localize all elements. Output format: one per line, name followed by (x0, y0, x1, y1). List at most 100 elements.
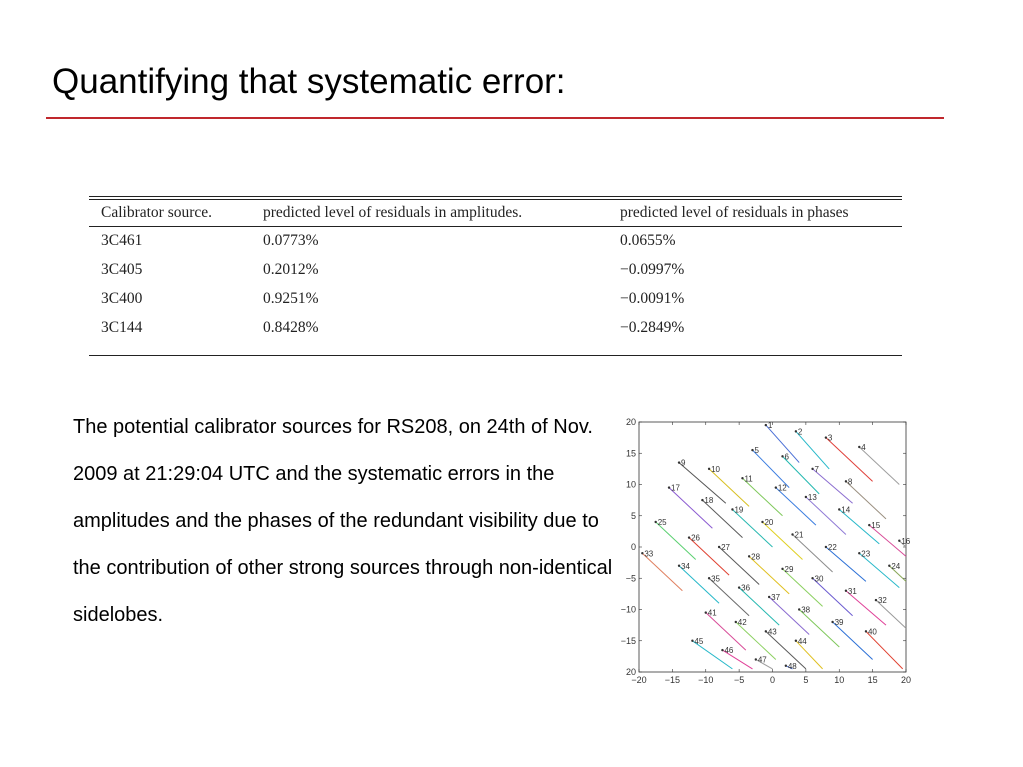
header-phase-residuals: predicted level of residuals in phases (608, 199, 902, 227)
source-label-39: 39 (835, 618, 844, 627)
slide-description: The potential calibrator sources for RS2… (73, 416, 613, 626)
cell-phase: −0.0997% (620, 261, 685, 278)
source-label-41: 41 (708, 609, 717, 618)
cell-phase: −0.0091% (620, 290, 685, 307)
series-line-25 (655, 521, 697, 560)
y-tick-label: −10 (621, 605, 636, 615)
series-line-42 (735, 621, 777, 660)
table-row: 3C461 0.0773% 0.0655% (89, 227, 902, 257)
residuals-table-container: Calibrator source. predicted level of re… (89, 196, 902, 356)
y-tick-label: 10 (626, 480, 636, 490)
source-point-36 (737, 586, 741, 589)
source-point-40 (864, 630, 868, 633)
series-line-35 (708, 577, 750, 617)
series-line-47 (755, 659, 773, 670)
source-label-1: 1 (768, 421, 773, 430)
source-point-24 (888, 564, 891, 567)
series-line-29 (782, 568, 823, 607)
source-point-5 (751, 448, 754, 452)
source-point-25 (654, 520, 657, 524)
source-label-23: 23 (861, 549, 870, 558)
cell-source: 3C461 (101, 232, 143, 249)
source-label-36: 36 (741, 584, 750, 593)
cell-amplitude: 0.0773% (263, 232, 319, 249)
series-line-13 (805, 496, 847, 535)
series-line-18 (702, 499, 743, 538)
source-point-9 (677, 461, 681, 464)
source-label-5: 5 (754, 446, 759, 455)
header-calibrator-source: Calibrator source. (89, 199, 251, 227)
source-point-32 (874, 598, 878, 602)
source-point-34 (677, 564, 681, 567)
residuals-table: Calibrator source. predicted level of re… (89, 199, 902, 356)
source-label-21: 21 (795, 531, 804, 540)
source-label-46: 46 (724, 646, 733, 655)
x-tick-label: −20 (631, 675, 646, 685)
series-line-2 (795, 431, 830, 470)
source-label-22: 22 (828, 543, 837, 552)
source-point-22 (824, 545, 828, 549)
series-line-45 (692, 640, 733, 670)
y-tick-label: 20 (626, 417, 636, 427)
header-amplitude-residuals: predicted level of residuals in amplitud… (251, 199, 608, 227)
x-tick-label: −10 (698, 675, 713, 685)
source-label-44: 44 (798, 637, 807, 646)
source-point-13 (804, 495, 808, 499)
series-line-4 (858, 446, 900, 485)
source-label-19: 19 (734, 506, 743, 515)
source-label-31: 31 (848, 587, 857, 596)
series-line-31 (845, 590, 887, 626)
source-point-46 (721, 648, 724, 652)
source-label-45: 45 (694, 637, 703, 646)
source-point-30 (811, 577, 814, 580)
series-line-46 (722, 649, 753, 670)
cell-source: 3C405 (101, 261, 143, 278)
source-point-15 (868, 523, 871, 527)
series-line-24 (888, 565, 907, 582)
source-label-32: 32 (878, 596, 887, 605)
y-tick-label: 15 (626, 448, 636, 458)
source-label-12: 12 (778, 484, 787, 493)
series-line-37 (768, 596, 810, 635)
cell-amplitude: 0.8428% (251, 314, 608, 356)
series-line-20 (762, 521, 803, 560)
source-point-2 (794, 430, 798, 433)
source-label-16: 16 (901, 537, 910, 546)
source-label-28: 28 (751, 552, 760, 561)
series-line-34 (678, 565, 720, 604)
source-point-41 (704, 611, 707, 614)
source-point-17 (667, 486, 671, 489)
series-line-8 (845, 481, 887, 520)
series-line-5 (752, 449, 790, 488)
title-underline (46, 117, 944, 119)
source-point-14 (838, 508, 841, 511)
cell-phase: −0.2849% (608, 314, 902, 356)
source-label-17: 17 (671, 484, 680, 493)
source-point-33 (641, 552, 644, 555)
source-point-31 (844, 589, 848, 592)
source-point-47 (754, 658, 758, 661)
source-label-13: 13 (808, 493, 817, 502)
source-point-28 (747, 555, 751, 558)
series-line-11 (742, 477, 783, 517)
source-point-21 (791, 533, 794, 536)
series-line-27 (718, 546, 760, 585)
x-tick-label: 20 (901, 675, 911, 685)
series-line-36 (738, 587, 780, 626)
source-point-37 (767, 595, 771, 599)
y-tick-label: −15 (621, 636, 636, 646)
source-point-11 (741, 477, 744, 480)
source-label-48: 48 (788, 662, 797, 671)
source-label-29: 29 (785, 565, 794, 574)
source-point-16 (898, 539, 901, 542)
series-line-41 (705, 612, 747, 651)
source-point-20 (761, 520, 764, 524)
source-label-7: 7 (815, 465, 820, 474)
source-point-45 (691, 639, 694, 642)
series-line-9 (678, 462, 727, 504)
source-point-44 (794, 639, 798, 642)
series-line-19 (732, 509, 773, 548)
source-point-27 (717, 545, 721, 549)
series-line-30 (812, 577, 853, 617)
series-line-43 (765, 631, 807, 670)
